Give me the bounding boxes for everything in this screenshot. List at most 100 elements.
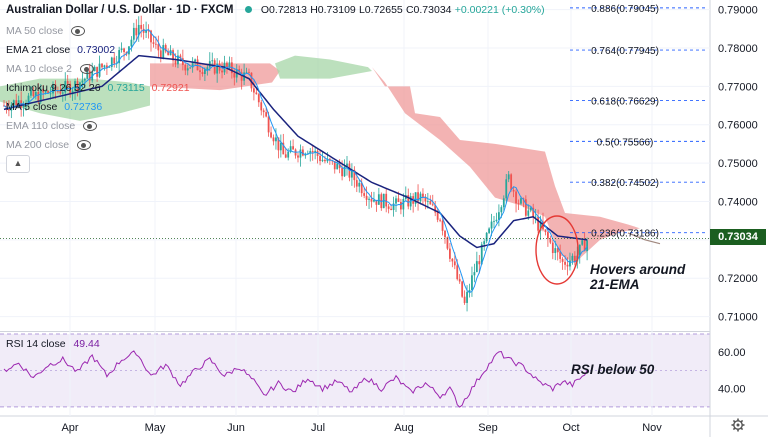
candle-body [434, 205, 437, 213]
candle [59, 83, 62, 95]
candle-body [449, 248, 451, 259]
candle [265, 107, 268, 118]
candle-body [520, 198, 522, 204]
candle-body [505, 179, 508, 199]
eye-icon[interactable] [83, 121, 98, 132]
candle [297, 153, 299, 163]
symbol-title[interactable]: Australian Dollar / U.S. Dollar · 1D · F… [6, 4, 234, 16]
price-change: +0.00221 (+0.30%) [454, 4, 545, 16]
candle-body [466, 291, 468, 303]
candle-body [498, 212, 500, 220]
candle-body [444, 230, 446, 238]
price-tick-label: 0.78000 [718, 43, 758, 55]
candle [137, 16, 140, 42]
candle [130, 36, 133, 52]
candle [257, 92, 260, 107]
candle-body [275, 137, 277, 142]
candle-body [15, 100, 18, 106]
legend-ma50[interactable]: MA 50 close [6, 25, 86, 38]
market-status-icon [244, 6, 252, 14]
candle-body [375, 199, 378, 205]
candle-body [265, 112, 268, 117]
candle [478, 255, 481, 274]
fib-level-label: 0.236(0.73186) [591, 229, 659, 240]
candle [319, 150, 321, 166]
candle [93, 65, 96, 72]
candle-body [373, 199, 375, 202]
candle-body [86, 70, 89, 79]
candle [512, 187, 515, 198]
eye-icon[interactable] [71, 26, 86, 37]
candle-body [189, 67, 192, 69]
candle-body [216, 63, 219, 74]
candle-body [544, 229, 547, 233]
candle [363, 188, 366, 199]
legend-ema21[interactable]: EMA 21 close 0.73002 [6, 44, 115, 57]
candle-body [571, 255, 574, 261]
candle-body [573, 255, 576, 262]
time-tick-label: Nov [642, 422, 662, 434]
candle-body [316, 150, 319, 156]
candle-body [155, 43, 157, 45]
legend-ma-hidden-label: MA 10 close 2 [6, 63, 72, 75]
candle [414, 192, 417, 207]
candle-body [426, 200, 429, 202]
candle-body [66, 81, 69, 84]
candle-body [135, 27, 138, 36]
eye-icon[interactable] [76, 140, 91, 151]
legend-ma200[interactable]: MA 200 close [6, 139, 91, 152]
candle-body [333, 161, 336, 170]
candle-body [319, 155, 321, 162]
candle [351, 163, 353, 186]
candle-body [113, 57, 116, 64]
candle-body [302, 149, 304, 156]
price-tick-label: 0.79000 [718, 5, 758, 17]
gear-icon[interactable] [731, 418, 745, 432]
candle [289, 140, 292, 154]
legend-ma5[interactable]: MA 5 close 0.72736 [6, 101, 102, 114]
candle-body [260, 102, 263, 111]
candle-body [172, 50, 174, 61]
candle [488, 227, 490, 235]
candle [549, 235, 552, 245]
candle-body [311, 150, 314, 153]
lagging-span [627, 232, 661, 245]
legend-ichimoku[interactable]: Ichimoku 9 26 52 26 0.73115 0.72921 [6, 82, 190, 95]
candle [463, 290, 466, 305]
candle-body [123, 48, 125, 53]
candle-body [436, 212, 439, 220]
candle-body [49, 93, 52, 95]
candle-body [103, 65, 106, 68]
candle [128, 46, 130, 61]
legend-ichimoku-value-2: 0.72921 [151, 82, 190, 94]
candle [407, 188, 410, 210]
candle-body [289, 146, 292, 152]
legend-ma-hidden[interactable]: MA 10 close 2 [6, 63, 94, 76]
candle [493, 215, 495, 229]
candle-body [424, 196, 427, 202]
rsi-legend[interactable]: RSI 14 close 49.44 [6, 338, 100, 350]
candle [395, 195, 397, 213]
candle-body [581, 240, 584, 245]
ohlc-close: C0.73034 [405, 4, 452, 16]
cloud-bullish [275, 55, 372, 79]
candle-body [351, 169, 353, 178]
candle-body [488, 228, 490, 233]
candle-body [17, 100, 20, 106]
candle-body [471, 275, 473, 291]
ohlc-high: H0.73109 [310, 4, 356, 16]
candle-body [439, 219, 441, 221]
candle-body [368, 198, 370, 200]
legend-ema110[interactable]: EMA 110 close [6, 120, 98, 133]
candle [556, 246, 559, 261]
candle [471, 266, 473, 297]
chevron-up-icon[interactable]: ▲ [6, 155, 30, 173]
candle [328, 157, 331, 165]
candle [49, 86, 52, 100]
eye-icon[interactable] [79, 64, 94, 75]
candle [282, 133, 285, 155]
candle-body [147, 30, 150, 32]
candle [211, 52, 214, 66]
